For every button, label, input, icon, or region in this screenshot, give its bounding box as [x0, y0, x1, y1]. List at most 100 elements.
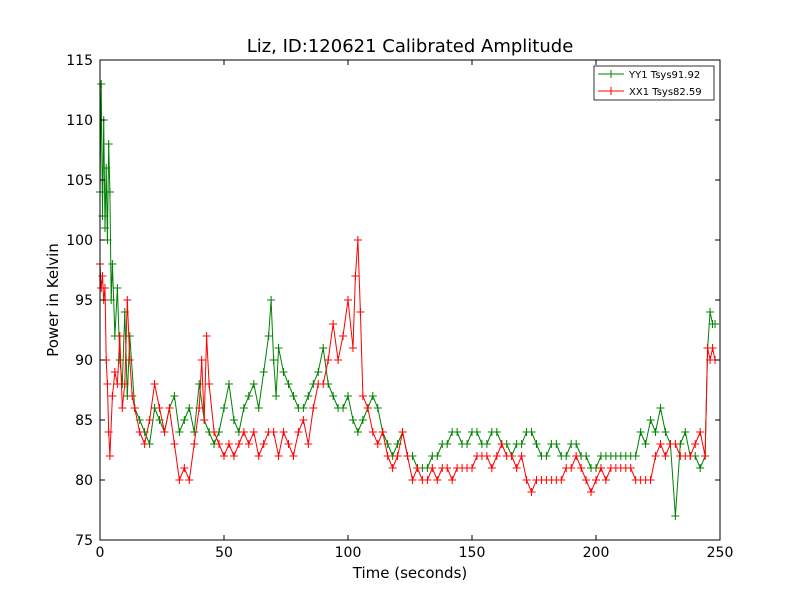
- data-point-marker: [368, 428, 377, 436]
- x-tick-label: 50: [215, 545, 233, 561]
- data-point-marker: [453, 428, 462, 436]
- data-point-marker: [185, 476, 194, 484]
- data-point-marker: [527, 488, 536, 496]
- data-point-marker: [279, 428, 288, 436]
- y-tick-label: 115: [66, 53, 93, 69]
- data-point-marker: [482, 440, 491, 448]
- data-point-marker: [656, 440, 665, 448]
- data-point-marker: [274, 344, 283, 352]
- data-point-marker: [686, 452, 695, 460]
- data-point-marker: [468, 464, 476, 472]
- data-point-marker: [180, 416, 189, 424]
- data-point-marker: [190, 440, 199, 448]
- data-point-marker: [428, 464, 437, 472]
- data-point-marker: [344, 392, 352, 400]
- data-point-marker: [368, 392, 377, 400]
- data-point-marker: [423, 476, 432, 484]
- data-point-marker: [202, 332, 211, 340]
- data-point-marker: [487, 464, 496, 472]
- data-point-marker: [661, 452, 670, 460]
- data-point-marker: [582, 452, 591, 460]
- data-point-marker: [507, 452, 516, 460]
- data-point-marker: [195, 380, 204, 388]
- data-point-marker: [646, 476, 655, 484]
- plot-frame: [99, 59, 721, 541]
- data-point-marker: [706, 308, 715, 316]
- data-point-marker: [708, 344, 717, 352]
- data-point-marker: [329, 392, 338, 400]
- data-point-marker: [160, 428, 169, 436]
- data-point-marker: [115, 356, 124, 364]
- data-point-marker: [353, 236, 362, 244]
- data-point-marker: [135, 428, 144, 436]
- data-point-marker: [244, 392, 253, 400]
- data-point-marker: [249, 428, 258, 436]
- data-point-marker: [497, 440, 506, 448]
- data-point-marker: [348, 416, 357, 424]
- data-point-marker: [254, 404, 263, 412]
- data-point-marker: [356, 308, 365, 316]
- data-point-marker: [641, 440, 650, 448]
- data-point-marker: [562, 452, 571, 460]
- data-point-marker: [267, 296, 276, 304]
- data-point-marker: [130, 404, 139, 412]
- data-point-marker: [185, 404, 194, 412]
- data-point-marker: [351, 272, 360, 280]
- data-point-marker: [542, 452, 551, 460]
- x-tick-label: 0: [96, 545, 105, 561]
- data-point-marker: [463, 440, 472, 448]
- data-point-marker: [701, 452, 710, 460]
- x-tick-label: 200: [583, 545, 610, 561]
- data-point-marker: [696, 428, 705, 436]
- data-point-marker: [289, 452, 298, 460]
- data-point-marker: [272, 392, 281, 400]
- data-point-marker: [636, 428, 645, 436]
- data-point-marker: [373, 440, 382, 448]
- data-point-marker: [517, 440, 526, 448]
- data-point-marker: [339, 332, 348, 340]
- data-point-marker: [205, 380, 214, 388]
- data-point-marker: [224, 440, 233, 448]
- data-point-marker: [334, 356, 343, 364]
- data-point-marker: [274, 452, 283, 460]
- data-point-marker: [190, 428, 199, 436]
- data-point-marker: [304, 440, 313, 448]
- data-point-marker: [353, 428, 362, 436]
- data-point-marker: [97, 80, 106, 88]
- data-point-marker: [249, 380, 258, 388]
- data-point-marker: [433, 476, 442, 484]
- data-point-marker: [175, 428, 184, 436]
- data-point-marker: [363, 404, 372, 412]
- data-point-marker: [299, 416, 308, 424]
- data-point-marker: [656, 404, 665, 412]
- data-point-marker: [309, 404, 318, 412]
- data-point-marker: [145, 416, 154, 424]
- data-point-marker: [284, 440, 293, 448]
- data-point-marker: [324, 356, 333, 364]
- data-point-marker: [651, 428, 660, 436]
- data-point-marker: [128, 392, 137, 400]
- data-point-marker: [155, 404, 164, 412]
- data-point-marker: [104, 428, 113, 436]
- data-point-marker: [269, 356, 278, 364]
- data-point-marker: [408, 476, 417, 484]
- data-point-marker: [110, 368, 119, 376]
- data-point-marker: [239, 428, 248, 436]
- y-tick-label: 90: [75, 353, 93, 369]
- data-point-marker: [339, 404, 348, 412]
- data-point-marker: [358, 392, 367, 400]
- data-point-marker: [234, 440, 243, 448]
- data-point-marker: [197, 356, 206, 364]
- data-point-marker: [492, 452, 501, 460]
- data-point-marker: [284, 380, 293, 388]
- data-point-marker: [482, 452, 491, 460]
- data-point-marker: [229, 452, 238, 460]
- data-point-marker: [557, 476, 566, 484]
- data-point-marker: [104, 140, 113, 148]
- data-point-marker: [259, 368, 268, 376]
- x-tick-label: 150: [459, 545, 486, 561]
- data-point-marker: [522, 476, 531, 484]
- data-point-marker: [691, 440, 700, 448]
- data-point-marker: [299, 404, 308, 412]
- data-point-marker: [398, 428, 407, 436]
